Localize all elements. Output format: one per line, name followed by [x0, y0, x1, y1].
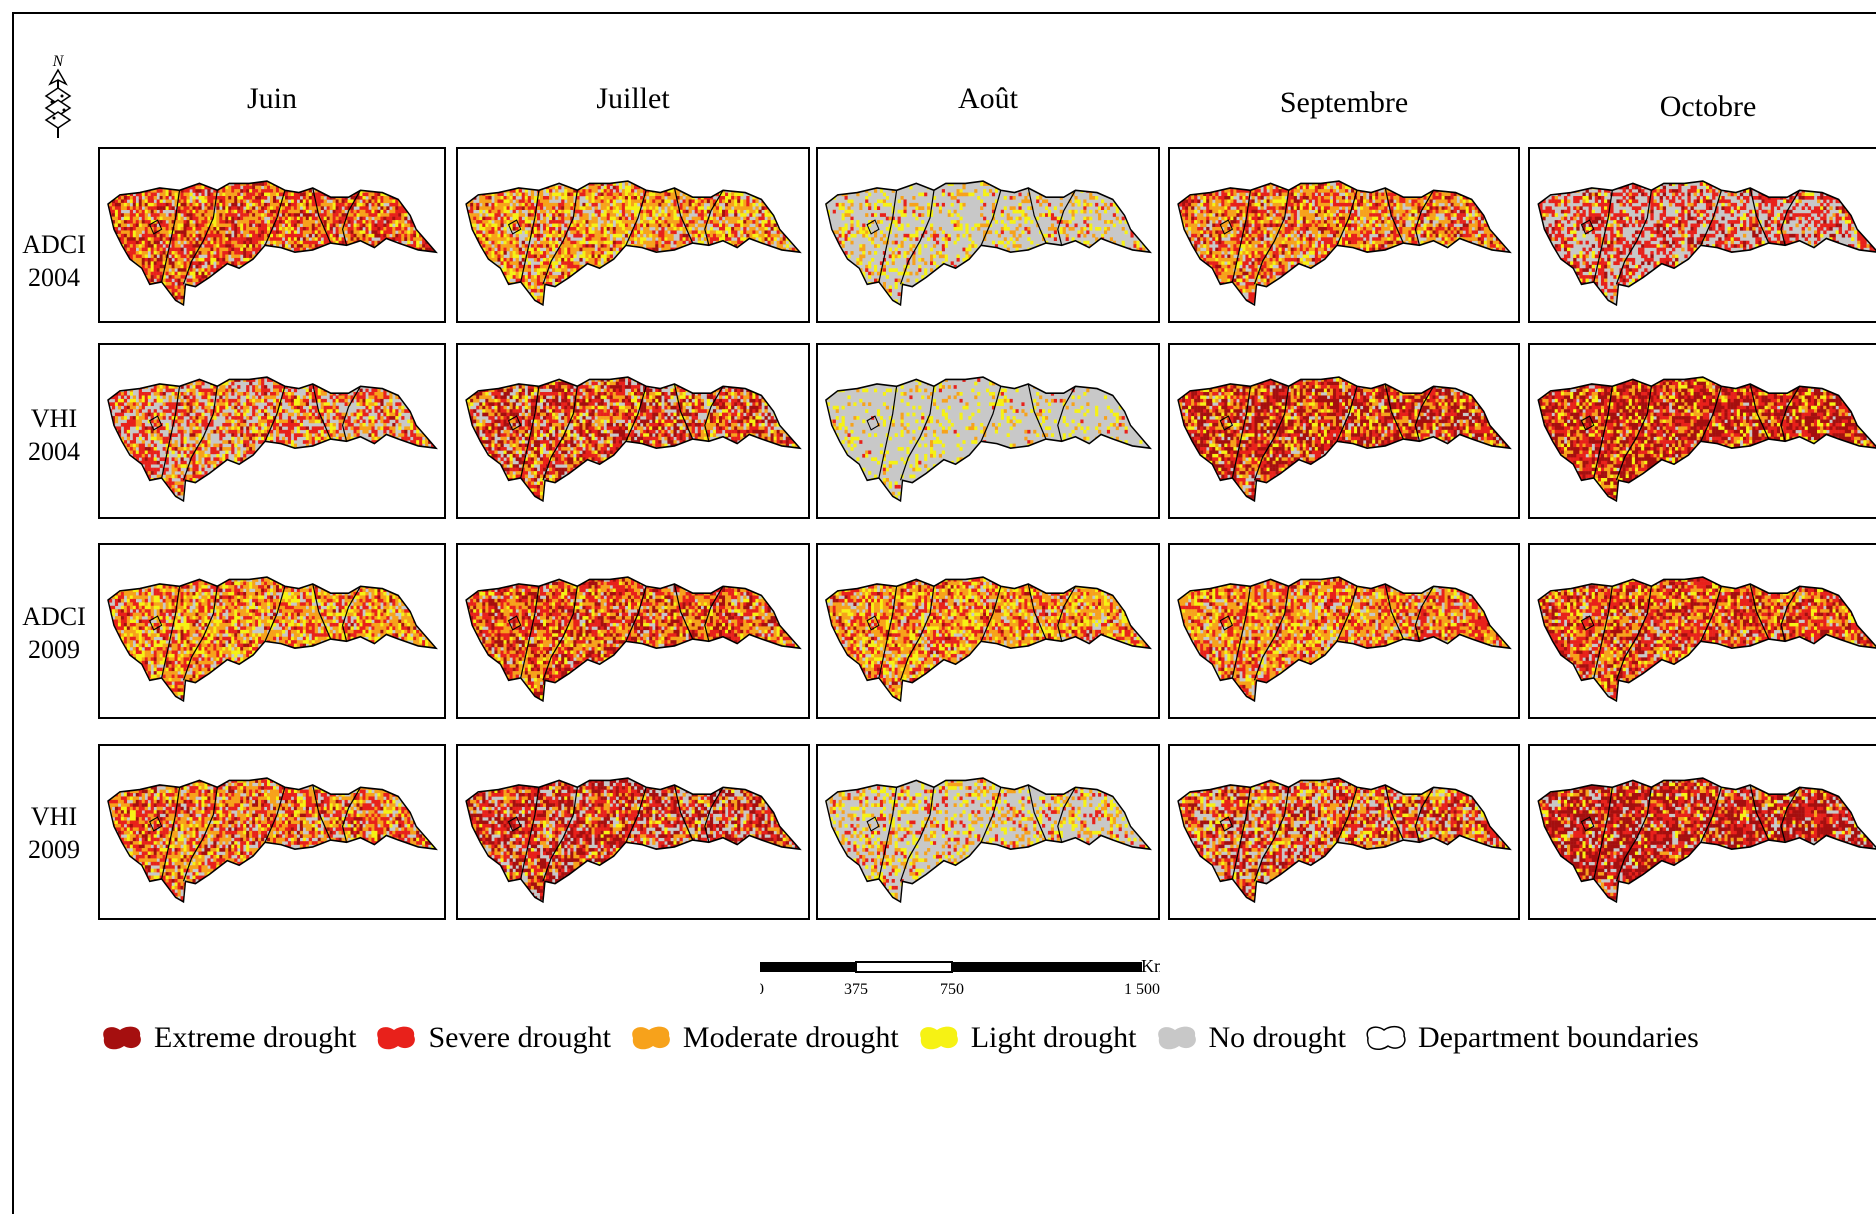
drought-pixels [1536, 375, 1876, 506]
year-label: 2009 [14, 833, 94, 866]
drought-map [458, 545, 808, 717]
drought-map [458, 746, 808, 918]
legend-item: No drought [1153, 1021, 1347, 1055]
scale-tick: 375 [844, 981, 868, 998]
drought-pixels [1176, 179, 1514, 310]
map-panel [456, 147, 810, 323]
legend-label: Severe drought [428, 1021, 610, 1055]
drought-map [1170, 746, 1518, 918]
drought-pixels [106, 179, 440, 310]
index-name: VHI [14, 800, 94, 833]
index-name: ADCI [14, 228, 94, 261]
legend-label: Department boundaries [1418, 1021, 1699, 1055]
legend-label: Moderate drought [683, 1021, 899, 1055]
map-panel [1528, 343, 1876, 519]
drought-map [1530, 149, 1876, 321]
drought-map [1170, 345, 1518, 517]
scale-tick: 1 500 [1124, 981, 1160, 998]
month-label: Juillet [463, 82, 803, 116]
drought-map [818, 149, 1158, 321]
drought-pixels [106, 575, 440, 706]
month-label: Août [818, 82, 1158, 116]
legend-label: Extreme drought [154, 1021, 356, 1055]
map-panel [816, 147, 1160, 323]
map-panel [456, 744, 810, 920]
drought-map [100, 545, 444, 717]
drought-map [458, 149, 808, 321]
drought-pixels [1176, 575, 1514, 706]
legend-label: No drought [1209, 1021, 1347, 1055]
map-panel [456, 543, 810, 719]
drought-pixels [1536, 179, 1876, 310]
drought-pixels [1176, 776, 1514, 907]
map-panel [1528, 744, 1876, 920]
map-panel [1168, 147, 1520, 323]
scale-tick: 750 [940, 981, 964, 998]
legend-item: Extreme drought [98, 1021, 356, 1055]
no-drought-area [826, 377, 1150, 501]
legend-item: Light drought [915, 1021, 1137, 1055]
drought-map [818, 345, 1158, 517]
legend-swatch-icon [1153, 1022, 1201, 1054]
scale-unit: Km [1141, 958, 1160, 976]
drought-map [458, 345, 808, 517]
drought-pixels [1176, 375, 1514, 506]
drought-pixels [1536, 776, 1876, 907]
legend: Extreme drought Severe drought Moderate dr… [98, 1016, 1715, 1060]
drought-map [100, 149, 444, 321]
drought-map [1530, 345, 1876, 517]
legend-item: Department boundaries [1362, 1021, 1699, 1055]
map-panel [1528, 147, 1876, 323]
map-panel [816, 744, 1160, 920]
month-label: Juin [102, 82, 442, 116]
map-panel [456, 343, 810, 519]
legend-swatch-icon [1362, 1022, 1410, 1054]
drought-pixels [464, 179, 804, 310]
legend-swatch-icon [372, 1022, 420, 1054]
map-panel [1528, 543, 1876, 719]
north-arrow-icon: N [38, 52, 78, 140]
month-label: Octobre [1538, 90, 1876, 124]
legend-swatch-icon [915, 1022, 963, 1054]
drought-map [1530, 545, 1876, 717]
map-panel [1168, 543, 1520, 719]
drought-pixels [106, 375, 440, 506]
map-panel [816, 343, 1160, 519]
legend-item: Moderate drought [627, 1021, 899, 1055]
drought-pixels [464, 575, 804, 706]
year-label: 2004 [14, 435, 94, 468]
year-label: 2009 [14, 633, 94, 666]
index-name: ADCI [14, 600, 94, 633]
map-panel [1168, 744, 1520, 920]
legend-swatch-icon [627, 1022, 675, 1054]
map-panel [98, 543, 446, 719]
scale-bar: Km 0 375 750 1 500 [760, 958, 1160, 1018]
drought-map [100, 746, 444, 918]
map-panel [1168, 343, 1520, 519]
north-label: N [52, 53, 65, 70]
map-panel [98, 343, 446, 519]
legend-label: Light drought [971, 1021, 1137, 1055]
drought-map [1170, 149, 1518, 321]
index-name: VHI [14, 402, 94, 435]
legend-swatch-icon [98, 1022, 146, 1054]
legend-item: Severe drought [372, 1021, 610, 1055]
drought-map [818, 746, 1158, 918]
scale-tick: 0 [760, 981, 764, 998]
year-label: 2004 [14, 261, 94, 294]
drought-map [818, 545, 1158, 717]
drought-map [100, 345, 444, 517]
month-label: Septembre [1174, 86, 1514, 120]
map-panel [98, 147, 446, 323]
map-panel [98, 744, 446, 920]
map-panel [816, 543, 1160, 719]
drought-map [1170, 545, 1518, 717]
drought-map [1530, 746, 1876, 918]
